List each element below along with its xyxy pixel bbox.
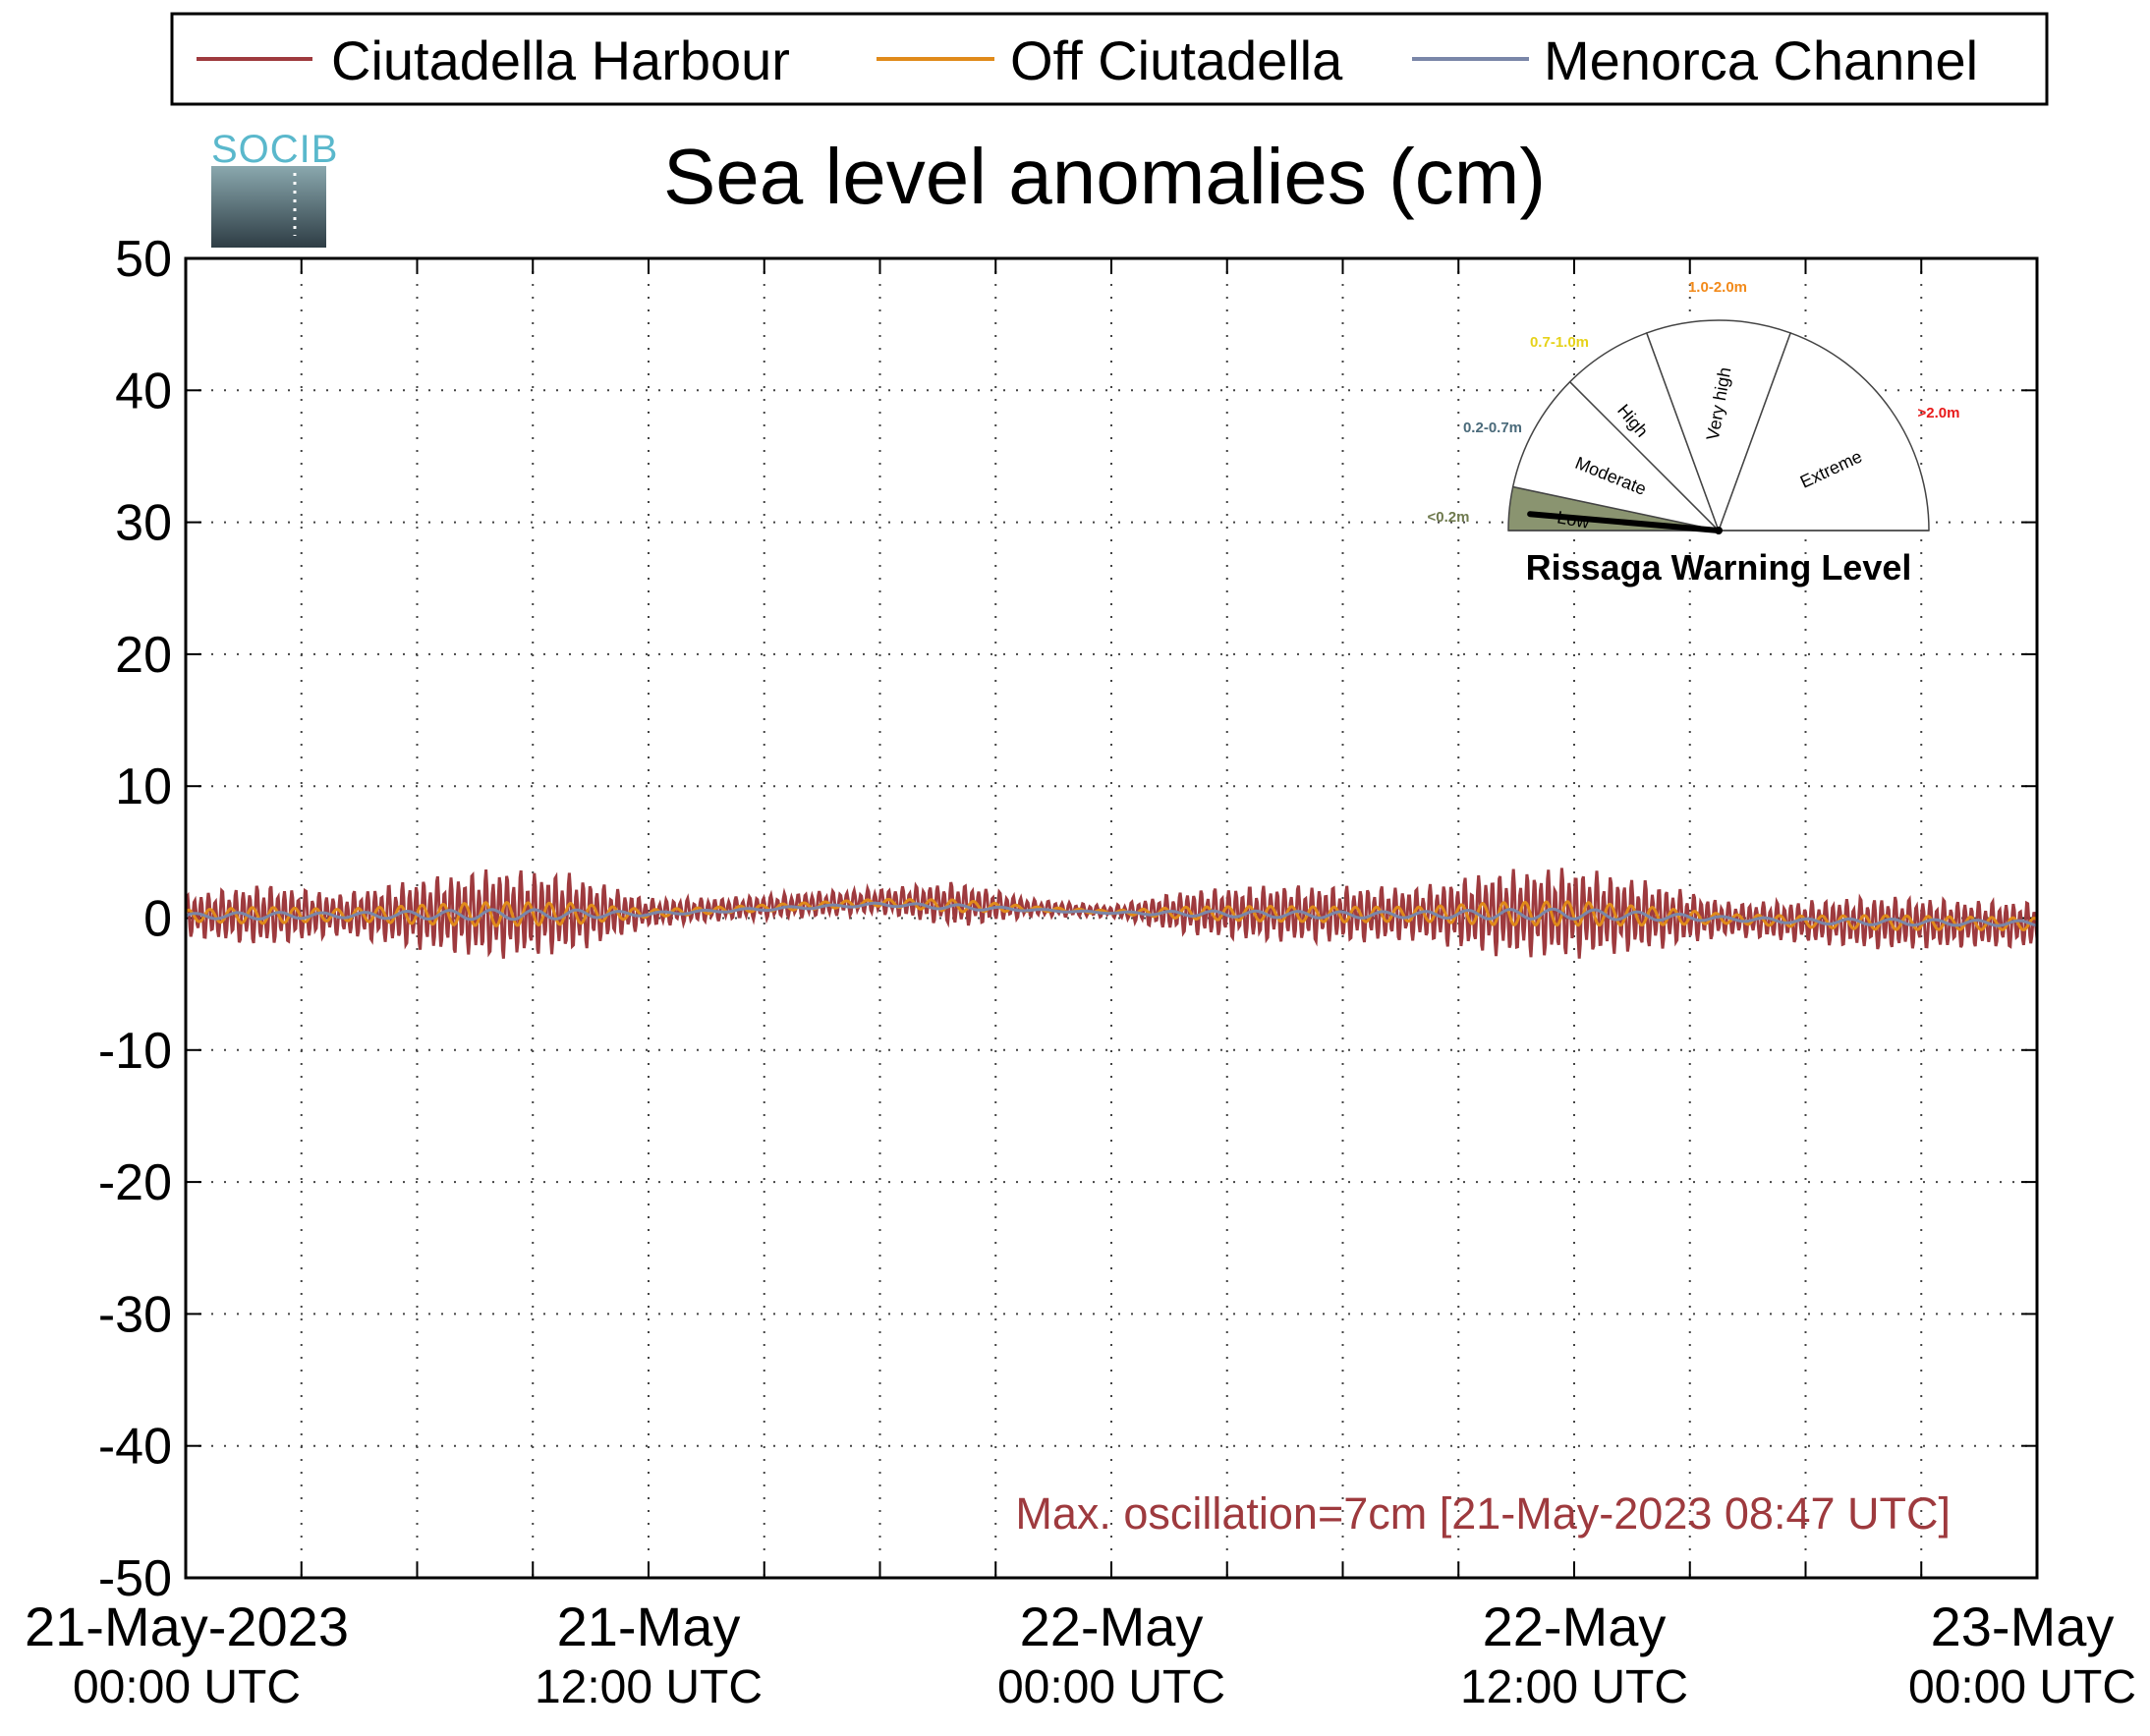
y-tick-label: 30 [115,495,172,552]
gauge-range-moderate: 0.2-0.7m [1463,420,1522,436]
series-menorca-channel [185,901,2038,927]
y-axis: 50 40 30 20 10 0 -10 -20 -30 -40 -50 [98,231,2037,1607]
gauge-hub [1715,527,1723,534]
y-tick-label: 10 [115,758,172,815]
gridlines [186,258,2037,1578]
x-tick-label-date: 23-May [1931,1596,2115,1657]
gauge-range-high: 0.7-1.0m [1530,334,1589,351]
y-tick-label: -40 [98,1419,172,1476]
x-tick-label-time: 00:00 UTC [73,1661,301,1713]
y-tick-label: -10 [98,1023,172,1080]
gauge-title: Rissaga Warning Level [1526,547,1912,588]
gauge-sector-extreme [1717,331,1930,532]
legend-label-menorca-channel: Menorca Channel [1544,29,1978,91]
socib-logo: SOCIB [211,128,338,248]
legend-label-ciutadella-harbour: Ciutadella Harbour [331,29,790,91]
max-oscillation-annotation: Max. oscillation=7cm [21-May-2023 08:47 … [1015,1488,1951,1539]
y-tick-label: -30 [98,1286,172,1343]
y-tick-label: 0 [143,891,172,948]
x-tick-label-date: 22-May [1020,1596,1204,1657]
legend-box [170,12,2049,106]
chart-title: Sea level anomalies (cm) [663,133,1546,220]
x-tick-label-time: 12:00 UTC [1460,1661,1688,1713]
x-tick-label-time: 00:00 UTC [1908,1661,2136,1713]
plot-frame [184,256,2039,1580]
x-tick-label-time: 00:00 UTC [997,1661,1225,1713]
gauge-sector-very-high [1645,319,1792,533]
legend: Ciutadella Harbour Off Ciutadella Menorc… [170,12,2049,106]
gauge-range-very-high: 1.0-2.0m [1688,279,1747,296]
series-lines [184,868,2039,959]
y-tick-label: -50 [98,1550,172,1607]
gauge-range-extreme: >2.0m [1918,405,1960,421]
y-tick-label: -20 [98,1154,172,1211]
gauge-sector-moderate [1511,380,1722,532]
x-tick-label-date: 21-May [557,1596,741,1657]
x-tick-label-date: 21-May-2023 [25,1596,349,1657]
series-ciutadella-harbour [184,868,2039,959]
y-tick-label: 20 [115,627,172,684]
rissaga-gauge: LowModerateHighVery highExtreme<0.2m0.2-… [1428,279,1960,534]
y-tick-label: 50 [115,231,172,288]
gauge-needle [1527,511,1722,533]
logo-text: SOCIB [211,128,338,171]
y-tick-label: 40 [115,363,172,420]
gauge-range-low: <0.2m [1428,509,1470,526]
legend-label-off-ciutadella: Off Ciutadella [1010,29,1343,91]
logo-block [211,166,326,248]
x-tick-label-date: 22-May [1483,1596,1667,1657]
x-tick-label-time: 12:00 UTC [535,1661,763,1713]
